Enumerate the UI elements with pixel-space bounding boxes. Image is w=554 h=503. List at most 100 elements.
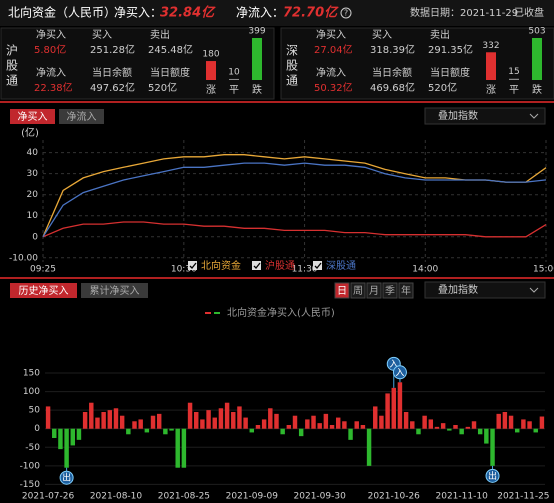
line [42, 154, 547, 238]
panel-name: 沪股通 [5, 44, 19, 89]
bar [70, 428, 75, 446]
legend-checkbox[interactable] [188, 261, 197, 270]
stat-value: 27.04亿 [314, 43, 353, 56]
period-button[interactable] [366, 282, 382, 299]
header-bar [0, 0, 554, 26]
bar [305, 419, 310, 429]
bar [428, 419, 434, 429]
marker [485, 468, 500, 483]
legend-checkbox[interactable] [252, 261, 261, 270]
bar [527, 421, 532, 429]
bar [237, 406, 242, 429]
net-inflow: 72.70亿 [283, 5, 339, 21]
bar [342, 421, 347, 429]
date: 2021-11-29 [460, 8, 518, 19]
tab[interactable] [59, 109, 104, 124]
period-label[interactable]: 季 [385, 285, 395, 297]
bar [95, 417, 100, 429]
bar [440, 423, 446, 429]
period-button[interactable] [382, 282, 398, 299]
legend-label[interactable]: 深股通 [326, 260, 356, 272]
period-button[interactable] [398, 282, 414, 299]
bar [366, 428, 372, 466]
help-icon[interactable] [340, 7, 352, 19]
stat-value: 497.62亿 [90, 81, 135, 94]
bar [459, 428, 464, 435]
dropdown[interactable] [424, 107, 546, 125]
bar [138, 419, 143, 429]
tab[interactable] [10, 109, 55, 124]
period-label[interactable]: 周 [353, 285, 363, 297]
legend-label[interactable]: 北向资金 [201, 259, 241, 272]
breadth-bar [252, 38, 262, 80]
period-label[interactable]: 年 [401, 284, 411, 297]
legend-check[interactable] [314, 262, 322, 269]
bar [107, 410, 113, 429]
bar [348, 428, 353, 440]
bar [323, 413, 329, 429]
dropdown-label[interactable]: 叠加指数 [438, 109, 478, 122]
bar [181, 428, 187, 468]
y-tick-label: 10 [27, 211, 39, 221]
bar [317, 423, 322, 429]
dropdown-label[interactable]: 叠加指数 [438, 283, 478, 296]
stat-value: 318.39亿 [370, 43, 415, 56]
bar [335, 417, 341, 429]
bar [311, 415, 316, 429]
tab[interactable] [10, 283, 77, 298]
tab-label[interactable]: 净买入 [18, 110, 48, 123]
stat-label: 净流入 [36, 66, 66, 79]
tab[interactable] [81, 283, 148, 298]
bar [533, 428, 538, 433]
breadth-label: 平 [229, 85, 239, 96]
x-tick-label: 2021-09-30 [294, 492, 347, 502]
bar [385, 393, 390, 429]
bar [354, 421, 359, 429]
status: 已收盘 [514, 6, 544, 19]
breadth-label: 涨 [486, 84, 496, 96]
bar [539, 416, 545, 429]
help-text[interactable]: ? [344, 9, 348, 18]
legend-check[interactable] [253, 262, 261, 269]
period-label[interactable]: 日 [337, 286, 347, 297]
bar [397, 382, 403, 429]
bar [224, 402, 230, 429]
stat-value: 5.80亿 [34, 43, 66, 56]
marker [59, 470, 74, 485]
y-tick-label: 40 [27, 148, 39, 158]
bar [360, 425, 366, 429]
bar [403, 412, 409, 429]
breadth-value: 399 [248, 27, 265, 37]
bar [410, 421, 415, 429]
breadth-value: 180 [202, 50, 219, 60]
breadth-label: 涨 [206, 84, 216, 96]
legend-label[interactable]: 沪股通 [265, 259, 295, 272]
period-button[interactable] [334, 282, 350, 299]
marker-label: 出 [488, 470, 497, 482]
tab-label[interactable]: 累计净买入 [90, 284, 140, 297]
dropdown-arrow[interactable] [529, 287, 539, 293]
bar [261, 419, 267, 429]
stat-value: 251.28亿 [90, 43, 135, 56]
dropdown[interactable] [424, 281, 546, 299]
tab-label[interactable]: 历史净买入 [19, 284, 69, 297]
bar [156, 413, 162, 429]
legend-checkbox[interactable] [313, 261, 322, 270]
legend-check[interactable] [189, 262, 197, 269]
breadth-bar [486, 52, 496, 80]
dropdown-arrow[interactable] [529, 113, 539, 119]
x-tick-label: 15:00 [533, 265, 554, 275]
bar [490, 428, 495, 466]
bar [212, 417, 217, 429]
period-button[interactable] [350, 282, 366, 299]
panel [0, 27, 275, 100]
breadth-bar [509, 78, 519, 80]
line [42, 221, 547, 238]
y-tick-label: 50 [29, 406, 41, 416]
bar [508, 415, 514, 429]
tab-label[interactable]: 净流入 [67, 110, 97, 123]
bar [194, 412, 199, 429]
period-label[interactable]: 月 [369, 285, 379, 297]
stat-value: 520亿 [148, 81, 177, 94]
